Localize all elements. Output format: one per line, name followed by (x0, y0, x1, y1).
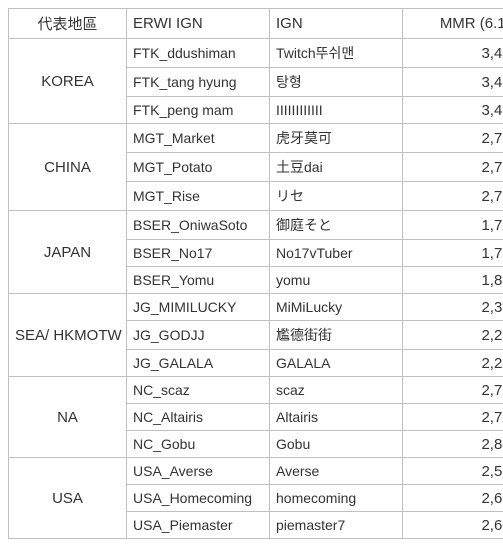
ign-cell: 土豆dai (270, 153, 403, 182)
erwi-ign-cell: BSER_No17 (127, 240, 270, 267)
table-row: KOREAFTK_ddushimanTwitch뚜쉬맨3,493 (9, 39, 503, 68)
ign-cell: 尷德街街 (270, 321, 403, 350)
mmr-cell: 2,756 (403, 124, 503, 153)
erwi-ign-cell: NC_Altairis (127, 404, 270, 431)
ign-cell: Altairis (270, 404, 403, 431)
erwi-ign-cell: NC_scaz (127, 377, 270, 404)
erwi-ign-cell: NC_Gobu (127, 431, 270, 458)
mmr-cell: 2,763 (403, 182, 503, 211)
mmr-cell: 2,808 (403, 431, 503, 458)
player-mmr-table: 代表地區 ERWI IGN IGN MMR (6.10) KOREAFTK_dd… (8, 8, 503, 539)
ign-cell: Twitch뚜쉬맨 (270, 39, 403, 68)
header-mmr: MMR (6.10) (403, 9, 503, 39)
mmr-cell: 2,390 (403, 294, 503, 321)
mmr-cell: 2,617 (403, 485, 503, 512)
ign-cell: 탕형 (270, 68, 403, 97)
erwi-ign-cell: MGT_Potato (127, 153, 270, 182)
mmr-cell: 2,795 (403, 377, 503, 404)
erwi-ign-cell: FTK_tang hyung (127, 68, 270, 97)
ign-cell: MiMiLucky (270, 294, 403, 321)
erwi-ign-cell: FTK_ddushiman (127, 39, 270, 68)
table-row: USAUSA_AverseAverse2,577 (9, 458, 503, 485)
mmr-cell: 2,237 (403, 321, 503, 350)
erwi-ign-cell: BSER_Yomu (127, 267, 270, 294)
erwi-ign-cell: JG_MIMILUCKY (127, 294, 270, 321)
erwi-ign-cell: USA_Piemaster (127, 512, 270, 539)
region-cell: NA (9, 377, 127, 458)
ign-cell: yomu (270, 267, 403, 294)
header-row: 代表地區 ERWI IGN IGN MMR (6.10) (9, 9, 503, 39)
region-cell: SEA/ HKMOTW (9, 294, 127, 377)
ign-cell: Averse (270, 458, 403, 485)
erwi-ign-cell: MGT_Rise (127, 182, 270, 211)
header-region: 代表地區 (9, 9, 127, 39)
ign-cell: 御庭そと (270, 211, 403, 240)
ign-cell: homecoming (270, 485, 403, 512)
ign-cell: piemaster7 (270, 512, 403, 539)
erwi-ign-cell: MGT_Market (127, 124, 270, 153)
ign-cell: 虎牙莫可 (270, 124, 403, 153)
mmr-cell: 3,450 (403, 68, 503, 97)
erwi-ign-cell: JG_GALALA (127, 350, 270, 377)
region-cell: KOREA (9, 39, 127, 124)
ign-cell: リセ (270, 182, 403, 211)
mmr-cell: 2,618 (403, 512, 503, 539)
table-row: NANC_scazscaz2,795 (9, 377, 503, 404)
header-erwi: ERWI IGN (127, 9, 270, 39)
erwi-ign-cell: BSER_OniwaSoto (127, 211, 270, 240)
ign-cell: Gobu (270, 431, 403, 458)
mmr-cell: 2,577 (403, 458, 503, 485)
mmr-cell: 2,227 (403, 350, 503, 377)
erwi-ign-cell: FTK_peng mam (127, 97, 270, 124)
erwi-ign-cell: JG_GODJJ (127, 321, 270, 350)
mmr-cell: 3,482 (403, 97, 503, 124)
mmr-cell: 3,493 (403, 39, 503, 68)
region-cell: CHINA (9, 124, 127, 211)
ign-cell: No17vTuber (270, 240, 403, 267)
table-row: SEA/ HKMOTWJG_MIMILUCKYMiMiLucky2,390 (9, 294, 503, 321)
region-cell: JAPAN (9, 211, 127, 294)
mmr-cell: 1,767 (403, 211, 503, 240)
region-cell: USA (9, 458, 127, 539)
header-ign: IGN (270, 9, 403, 39)
mmr-cell: 2,756 (403, 153, 503, 182)
erwi-ign-cell: USA_Homecoming (127, 485, 270, 512)
ign-cell: GALALA (270, 350, 403, 377)
erwi-ign-cell: USA_Averse (127, 458, 270, 485)
mmr-cell: 2,779 (403, 404, 503, 431)
ign-cell: scaz (270, 377, 403, 404)
mmr-cell: 1,754 (403, 240, 503, 267)
mmr-cell: 1,893 (403, 267, 503, 294)
table-row: JAPANBSER_OniwaSoto御庭そと1,767 (9, 211, 503, 240)
ign-cell: IIIIIIIIIIII (270, 97, 403, 124)
table-row: CHINAMGT_Market虎牙莫可2,756 (9, 124, 503, 153)
